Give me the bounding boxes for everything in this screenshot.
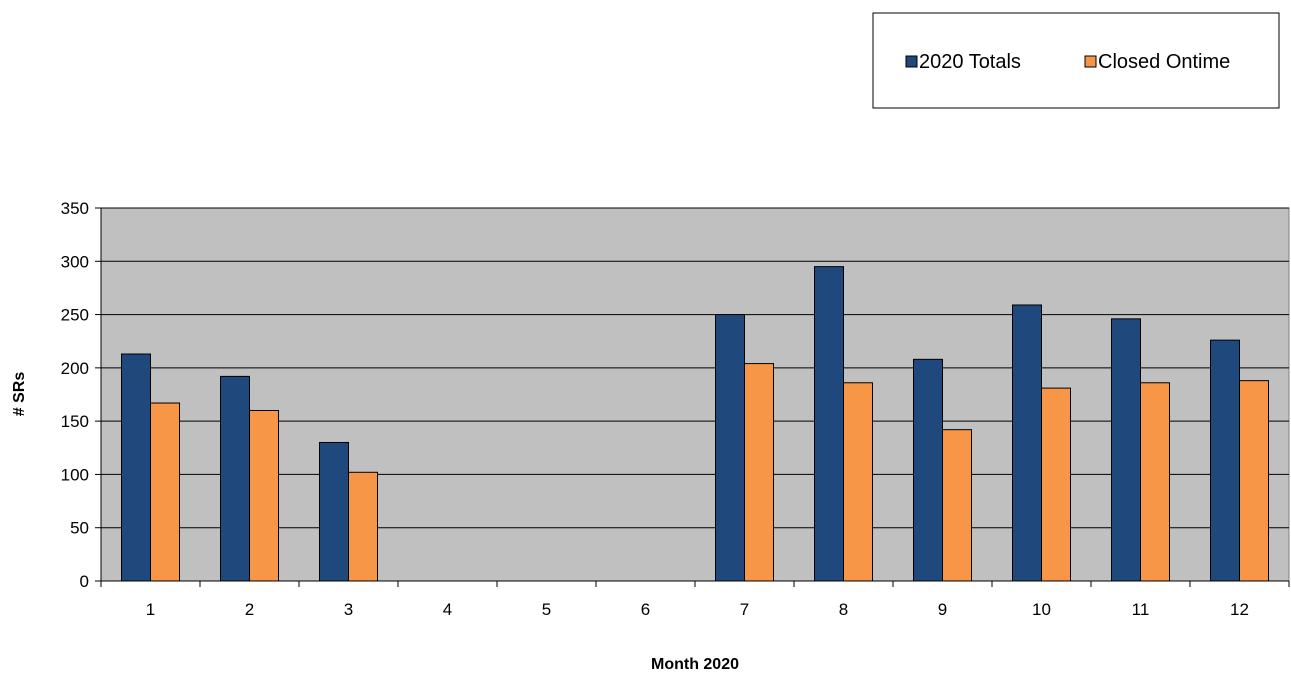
y-tick-label: 0	[80, 572, 89, 591]
x-tick-label: 7	[740, 600, 749, 619]
bar-2020-totals	[319, 441, 349, 582]
x-tick-label: 9	[938, 600, 947, 619]
axes	[95, 207, 1290, 587]
y-tick-label: 350	[61, 199, 89, 218]
x-tick-label: 6	[641, 600, 650, 619]
bar-2020-totals	[1111, 318, 1141, 582]
x-tick-label: 12	[1230, 600, 1249, 619]
bar-closed-ontime	[843, 382, 873, 582]
bars	[121, 266, 1269, 582]
bar-2020-totals	[913, 358, 943, 582]
bar-closed-ontime	[1041, 387, 1071, 582]
legend: 2020 Totals Closed Ontime	[872, 12, 1280, 109]
bar-2020-totals	[715, 314, 745, 582]
bar-closed-ontime	[1239, 380, 1269, 582]
x-tick-label: 4	[443, 600, 452, 619]
legend-swatch-totals	[905, 55, 918, 68]
legend-label-totals: 2020 Totals	[919, 51, 1021, 73]
bar-closed-ontime	[348, 471, 378, 582]
legend-label-ontime: Closed Ontime	[1098, 51, 1230, 73]
bar-2020-totals	[220, 375, 250, 582]
x-tick-label: 10	[1032, 600, 1051, 619]
y-tick-label: 250	[61, 306, 89, 325]
y-tick-label: 50	[70, 519, 89, 538]
bar-closed-ontime	[1140, 382, 1170, 582]
bar-closed-ontime	[744, 363, 774, 582]
y-tick-label: 200	[61, 359, 89, 378]
x-tick-label: 5	[542, 600, 551, 619]
y-axis-title: # SRs	[11, 372, 28, 417]
legend-box	[872, 12, 1280, 109]
y-tick-label: 150	[61, 412, 89, 431]
x-tick-label: 1	[146, 600, 155, 619]
x-tick-label: 11	[1132, 600, 1150, 619]
bar-closed-ontime	[249, 409, 279, 582]
bar-closed-ontime	[150, 402, 180, 582]
y-tick-label: 100	[61, 465, 89, 484]
x-axis-title: Month 2020	[651, 656, 739, 673]
x-tick-label: 3	[344, 600, 353, 619]
bar-2020-totals	[121, 353, 151, 582]
bar-2020-totals	[1210, 339, 1240, 582]
bar-2020-totals	[1012, 304, 1042, 582]
y-tick-label: 300	[61, 252, 89, 271]
bar-closed-ontime	[942, 429, 972, 582]
x-tick-label: 8	[839, 600, 848, 619]
legend-swatch-ontime	[1084, 55, 1097, 68]
bar-2020-totals	[814, 266, 844, 582]
gridlines	[101, 207, 1289, 529]
plot-area	[100, 207, 1290, 582]
x-tick-label: 2	[245, 600, 254, 619]
